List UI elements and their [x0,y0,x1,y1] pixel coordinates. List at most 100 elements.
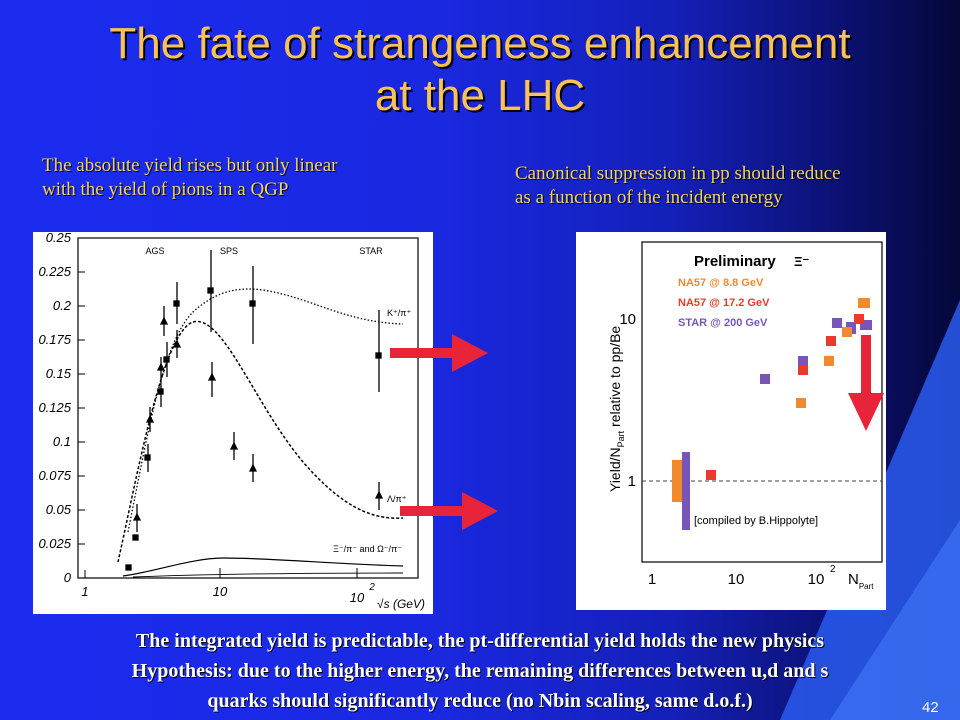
left-x-tick: 1 [81,584,88,599]
kaon-point [125,564,132,571]
left-top-label-sps: SPS [220,246,238,256]
lambda-curve-label: Λ/π⁺ [387,494,407,504]
xi-omega-curve-2 [132,572,404,578]
xi-omega-curve [122,557,404,577]
star-point [860,320,872,330]
legend-na57-172: NA57 @ 17.2 GeV [678,297,770,309]
lambda-point [132,512,142,521]
footer-line-3: quarks should significantly reduce (no N… [207,690,753,712]
right-y-axis-label-main: Yield/N [607,447,623,492]
right-x-tick: 10 [728,571,745,588]
arrow-down [848,335,884,431]
kaon-point [132,534,139,541]
kaon-point [144,454,151,461]
right-y-tick: 1 [628,473,636,490]
na57-172-point [854,314,864,324]
right-note-line-1: Canonical suppression in pp should reduc… [515,163,841,184]
kaon-point [375,352,382,359]
kaon-curve [127,288,404,533]
left-y-tick: 0.175 [38,332,71,347]
star-point [798,356,808,366]
na57-88-pp-band [672,460,682,502]
left-y-tick: 0.05 [46,502,72,517]
star-point [832,318,842,328]
footer-text: The integrated yield is predictable, the… [0,626,960,716]
right-y-tick: 10 [619,311,636,328]
kaon-point [207,287,214,294]
right-plot-header: Preliminary [694,253,776,270]
right-y-axis-label-sub: Part [616,430,626,447]
left-x-tick-sup: 2 [368,582,375,593]
left-plot-frame [77,237,419,579]
legend-star-200: STAR @ 200 GeV [678,317,768,329]
kaon-point [163,356,170,363]
left-note-line-2: with the yield of pions in a QGP [42,179,289,200]
right-x-tick: 1 [648,571,656,588]
kaon-curve-label: K⁺/π⁺ [387,308,411,318]
star-point [760,374,770,384]
lambda-point [207,372,217,381]
left-y-tick: 0 [64,570,72,585]
right-y-axis-label-rest: relative to pp/Be [607,326,623,431]
lambda-point [145,414,155,423]
lambda-point [156,362,166,371]
right-plot-header-symbol: Ξ⁻ [794,254,809,269]
left-y-tick: 0.25 [46,232,72,245]
na57-172-points [798,314,864,375]
left-x-axis-label: √s (GeV) [377,597,425,611]
left-y-tick: 0.1 [53,434,71,449]
left-y-tick: 0.225 [38,264,71,279]
na57-88-point [796,398,806,408]
right-x-axis-label: NPart [848,571,874,591]
lambda-point [229,441,239,450]
left-plot-panel: 0.25 0.225 0.2 0.175 0.15 0.125 0.1 0.07… [33,230,433,614]
arrow-right-bottom [400,492,498,530]
right-note-line-2: as a function of the incident energy [515,187,783,208]
kaon-point [173,300,180,307]
slide-title: The fate of strangeness enhancement at t… [20,18,940,122]
right-y-axis-label: Yield/NPart relative to pp/Be [607,326,626,492]
right-plot: Preliminary Ξ⁻ NA57 @ 8.8 GeV NA57 @ 17.… [607,241,883,591]
left-y-tick: 0.025 [38,536,71,551]
footer-line-2: Hypothesis: due to the higher energy, th… [131,660,829,682]
title-line-2: at the LHC [374,71,586,120]
right-x-axis-label-main: N [848,571,859,588]
left-top-label-ags: AGS [145,246,164,256]
slide-number: 42 [922,699,939,716]
na57-172-point [826,336,836,346]
right-plot-panel: Preliminary Ξ⁻ NA57 @ 8.8 GeV NA57 @ 17.… [576,232,886,610]
kaon-point [249,300,256,307]
left-note-line-1: The absolute yield rises but only linear [42,155,338,176]
left-y-tick: 0.075 [38,468,71,483]
right-note: Canonical suppression in pp should reduc… [515,162,935,210]
right-x-tick: 10 [808,571,825,588]
left-note: The absolute yield rises but only linear… [42,154,422,202]
na57-88-points [796,298,870,408]
na57-172-point [706,470,716,480]
lambda-point [159,316,169,325]
right-plot-credit: [compiled by B.Hippolyte] [694,515,818,527]
kaon-point [157,388,164,395]
star-pp-band [682,452,690,530]
na57-88-point [858,298,870,308]
title-line-1: The fate of strangeness enhancement [109,19,851,68]
left-y-tick: 0.2 [53,298,72,313]
left-x-tick: 10 [350,590,365,605]
right-x-tick-sup: 2 [830,564,836,575]
na57-88-point [824,356,834,366]
left-top-label-star: STAR [359,246,383,256]
left-y-tick: 0.15 [46,366,72,381]
arrow-right-top [390,334,488,372]
na57-172-point [798,366,808,375]
footer-line-1: The integrated yield is predictable, the… [135,630,825,652]
left-y-tick: 0.125 [38,400,71,415]
left-plot: 0.25 0.225 0.2 0.175 0.15 0.125 0.1 0.07… [38,230,425,611]
lambda-curve [117,320,404,563]
right-x-axis-label-sub: Part [859,582,874,591]
na57-88-point [842,327,852,337]
left-x-tick: 10 [213,584,228,599]
legend-na57-88: NA57 @ 8.8 GeV [678,277,764,289]
lambda-point [172,339,182,348]
lambda-point [248,463,258,472]
xi-omega-curve-label: Ξ⁻/π⁻ and Ω⁻/π⁻ [333,544,402,554]
